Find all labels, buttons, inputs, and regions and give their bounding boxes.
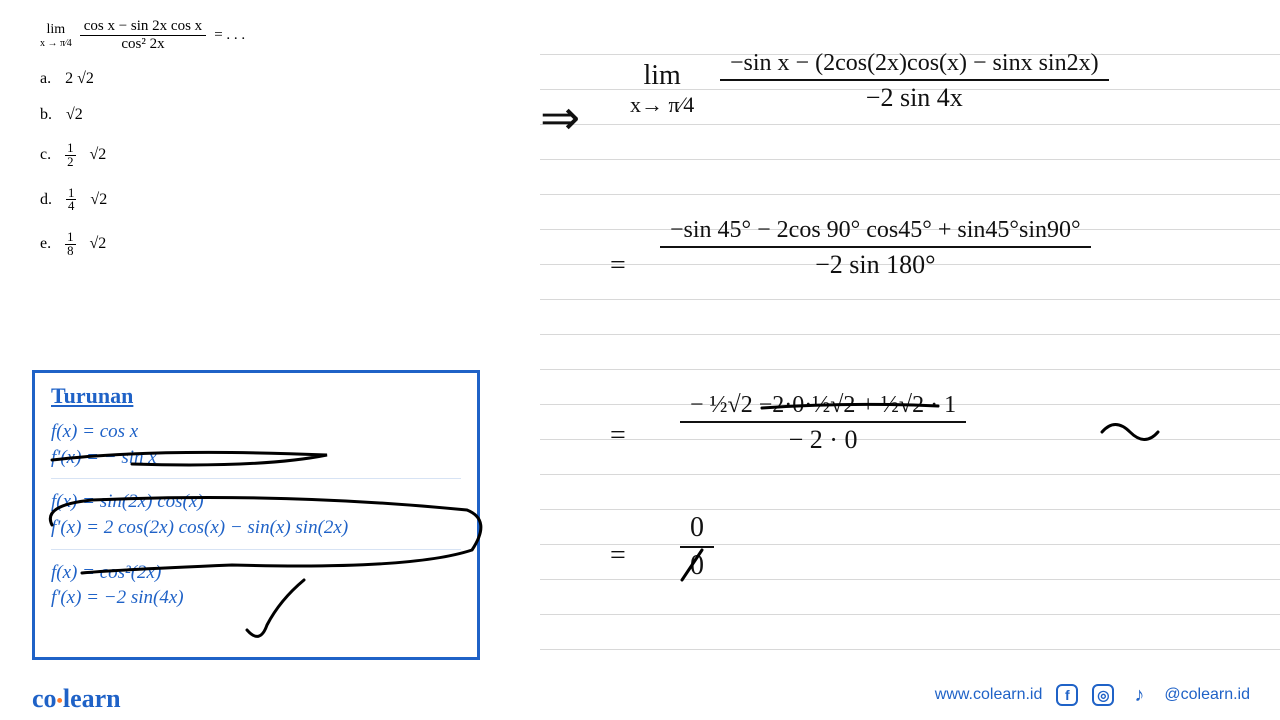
hw-step3-den: − 2 · 0 xyxy=(779,423,868,457)
logo-right: learn xyxy=(63,684,121,713)
option-e-after: √2 xyxy=(90,235,107,253)
derivative-rules-box: Turunan f(x) = cos x f'(x) = − sin x f(x… xyxy=(32,370,480,660)
hw-arrow: ⇒ xyxy=(540,90,580,146)
rule-2b: f'(x) = 2 cos(2x) cos(x) − sin(x) sin(2x… xyxy=(51,515,461,541)
option-e: e. 1 8 √2 xyxy=(40,231,107,258)
option-a-label: a. xyxy=(40,70,51,88)
limit-question: lim x → π⁄4 cos x − sin 2x cos x cos² 2x… xyxy=(40,18,245,52)
tiktok-icon: ♪ xyxy=(1128,684,1150,706)
hw-step1-num: −sin x − (2cos(2x)cos(x) − sinx sin2x) xyxy=(720,48,1109,81)
hw-eq4: = xyxy=(610,540,626,572)
logo-left: co xyxy=(32,684,57,713)
limit-symbol: lim x → π⁄4 xyxy=(40,22,72,49)
option-e-frac: 1 8 xyxy=(65,231,75,258)
hw-lim-label: lim xyxy=(643,60,680,92)
option-b-label: b. xyxy=(40,106,52,124)
option-b-value: √2 xyxy=(66,106,83,124)
hw-step4-frac: 0 0 xyxy=(680,510,714,584)
option-e-label: e. xyxy=(40,235,51,253)
option-e-frac-bot: 8 xyxy=(65,245,75,258)
hw-step2-den: −2 sin 180° xyxy=(805,248,945,282)
option-c-after: √2 xyxy=(90,146,107,164)
footer-url: www.colearn.id xyxy=(935,686,1043,704)
hw-step2-num: −sin 45° − 2cos 90° cos45° + sin45°sin90… xyxy=(660,215,1091,248)
question-denominator: cos² 2x xyxy=(117,36,168,53)
hw-step3-num-text: − ½√2 −2·0·½√2 + ½√2 · 1 xyxy=(690,392,956,418)
squiggle-mark-icon xyxy=(1100,412,1160,452)
turunan-title: Turunan xyxy=(51,383,461,409)
hw-step1-frac: −sin x − (2cos(2x)cos(x) − sinx sin2x) −… xyxy=(720,48,1109,115)
rule-3a: f(x) = cos²(2x) xyxy=(51,560,461,586)
hw-step4-den-text: 0 xyxy=(690,550,704,581)
option-c-frac-bot: 2 xyxy=(65,156,75,169)
hw-eq2: = xyxy=(610,250,626,282)
footer-right: www.colearn.id f ◎ ♪ @colearn.id xyxy=(935,684,1250,706)
hw-eq3: = xyxy=(610,420,626,452)
option-e-frac-top: 1 xyxy=(65,231,75,245)
option-d-after: √2 xyxy=(90,191,107,209)
option-d-frac-top: 1 xyxy=(66,187,76,201)
option-a-value: 2 √2 xyxy=(65,70,94,88)
lim-label: lim xyxy=(47,22,66,38)
lim-sub: x → π⁄4 xyxy=(40,38,72,49)
option-c: c. 1 2 √2 xyxy=(40,142,107,169)
hw-step2-frac: −sin 45° − 2cos 90° cos45° + sin45°sin90… xyxy=(660,215,1091,282)
footer-handle: @colearn.id xyxy=(1164,686,1250,704)
option-a: a. 2 √2 xyxy=(40,70,107,88)
instagram-icon: ◎ xyxy=(1092,684,1114,706)
option-c-frac: 1 2 xyxy=(65,142,75,169)
option-d: d. 1 4 √2 xyxy=(40,187,107,214)
question-fraction: cos x − sin 2x cos x cos² 2x xyxy=(80,18,206,52)
hw-step3-num: − ½√2 −2·0·½√2 + ½√2 · 1 xyxy=(680,390,966,423)
option-c-label: c. xyxy=(40,146,51,164)
option-b: b. √2 xyxy=(40,106,107,124)
hw-step4-den: 0 xyxy=(680,548,714,584)
facebook-icon: f xyxy=(1056,684,1078,706)
rule-2a: f(x) = sin(2x) cos(x) xyxy=(51,489,461,515)
colearn-logo: co•learn xyxy=(32,684,121,714)
equals-dots: = . . . xyxy=(214,27,245,44)
hw-lim-sub: x→ π⁄4 xyxy=(630,92,694,118)
hw-step1-lim: lim x→ π⁄4 xyxy=(630,60,694,118)
rule-1b: f'(x) = − sin x xyxy=(51,445,461,471)
hw-step1-den: −2 sin 4x xyxy=(856,81,973,115)
hw-step4-num: 0 xyxy=(680,510,714,548)
option-d-frac: 1 4 xyxy=(66,187,76,214)
question-numerator: cos x − sin 2x cos x xyxy=(80,18,206,36)
rule-1a: f(x) = cos x xyxy=(51,419,461,445)
answer-options: a. 2 √2 b. √2 c. 1 2 √2 d. 1 4 √2 e. 1 8… xyxy=(40,70,107,276)
option-d-label: d. xyxy=(40,191,52,209)
rule-3b: f'(x) = −2 sin(4x) xyxy=(51,585,461,611)
option-d-frac-bot: 4 xyxy=(66,200,76,213)
option-c-frac-top: 1 xyxy=(65,142,75,156)
hw-step3-frac: − ½√2 −2·0·½√2 + ½√2 · 1 − 2 · 0 xyxy=(680,390,966,457)
